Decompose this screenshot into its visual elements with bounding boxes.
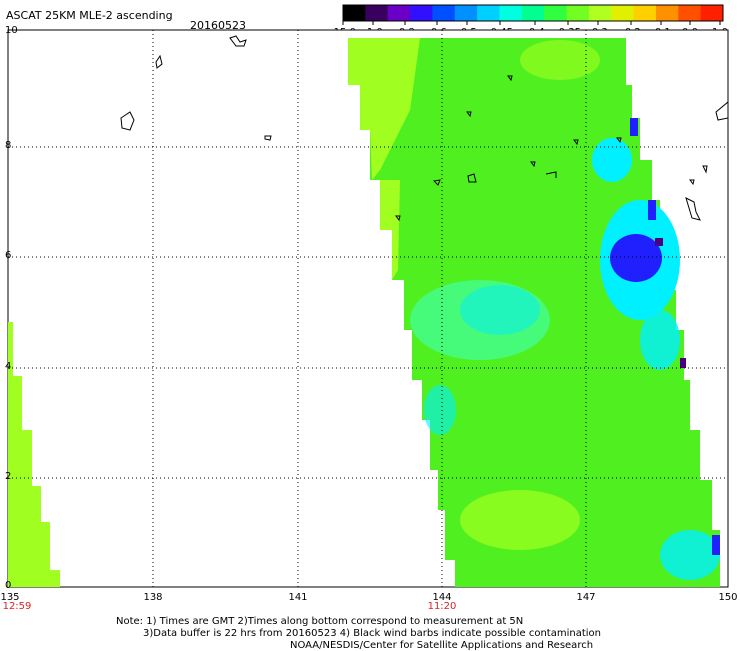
colorbar-segment	[611, 5, 635, 21]
swath-blue-strip-2	[648, 200, 656, 220]
colorbar-segment	[566, 5, 590, 21]
y-label-8: 8	[5, 140, 12, 151]
swath-cyan-se	[660, 530, 720, 580]
x-label-144: 144	[432, 592, 452, 603]
colorbar-segment	[432, 5, 456, 21]
colorbar-segment	[387, 5, 411, 21]
colorbar	[342, 4, 724, 25]
x-label-147: 147	[576, 592, 596, 603]
colorbar-segment	[454, 5, 478, 21]
swath-cyan-w-core	[460, 285, 540, 335]
product-title: ASCAT 25KM MLE-2 ascending	[6, 9, 173, 22]
y-label-10: 10	[5, 25, 18, 36]
swath-blue-strip-1	[630, 118, 638, 136]
y-label-6: 6	[5, 250, 12, 261]
x-label-150: 150	[718, 592, 738, 603]
swath-cyan-ne	[592, 138, 632, 182]
swath-blue-strip-3	[712, 535, 720, 555]
colorbar-segment	[678, 5, 702, 21]
product-date: 20160523	[190, 19, 246, 32]
colorbar-segment	[410, 5, 433, 21]
grid-lines	[8, 30, 728, 587]
swath-light-n	[520, 40, 600, 80]
island-outlines	[120, 35, 729, 222]
swath-light-s	[460, 490, 580, 550]
main-swath	[348, 38, 720, 587]
colorbar-segment	[633, 5, 657, 21]
swath-light-w	[370, 180, 400, 280]
wind-map	[7, 29, 729, 588]
note-line-1: Note: 1) Times are GMT 2)Times along bot…	[116, 616, 524, 627]
left-swath	[8, 322, 60, 587]
y-label-4: 4	[5, 361, 12, 372]
colorbar-segment	[544, 5, 568, 21]
swath-cyan-wedge	[424, 385, 456, 435]
colorbar-segment	[365, 5, 389, 21]
colorbar-segment	[477, 5, 500, 21]
swath-blue-core	[610, 234, 662, 282]
colorbar-segment	[499, 5, 523, 21]
note-line-2: 3)Data buffer is 22 hrs from 20160523 4)…	[143, 628, 601, 639]
colorbar-segment	[521, 5, 545, 21]
swath-cyan-e2	[640, 310, 680, 370]
x-label-138: 138	[143, 592, 163, 603]
x-label-135: 135	[0, 592, 20, 603]
y-label-0: 0	[5, 580, 12, 591]
time-label-left: 12:59	[2, 601, 32, 612]
note-line-3: NOAA/NESDIS/Center for Satellite Applica…	[290, 640, 594, 651]
colorbar-segment	[700, 5, 724, 21]
y-label-2: 2	[5, 471, 12, 482]
time-label-mid: 11:20	[427, 601, 457, 612]
x-label-141: 141	[288, 592, 308, 603]
colorbar-segment	[655, 5, 679, 21]
swath-light-nw	[348, 38, 420, 180]
swath-purple-px-2	[680, 358, 686, 368]
colorbar-frame	[342, 4, 724, 22]
colorbar-segment	[343, 5, 366, 21]
colorbar-segment	[588, 5, 612, 21]
swath-purple-px-1	[655, 238, 663, 246]
